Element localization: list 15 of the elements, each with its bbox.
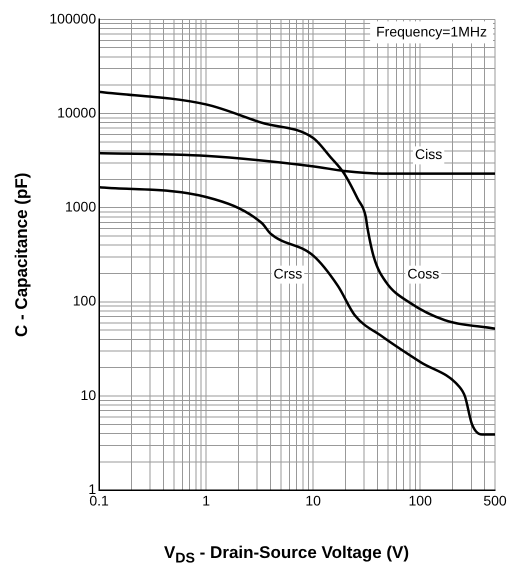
x-tick-label: 100 — [408, 492, 432, 508]
y-tick-label: 10000 — [57, 104, 96, 120]
annotation: Coss — [407, 265, 440, 282]
x-tick-label: 10 — [305, 492, 322, 508]
y-tick-label: 10 — [80, 386, 96, 403]
annotation: Ciss — [415, 146, 442, 162]
annotation: Crss — [273, 265, 302, 282]
y-axis-title: C - Capacitance (pF) — [12, 172, 31, 337]
annotation: Frequency=1MHz — [376, 23, 487, 40]
y-tick-label: 100000 — [49, 10, 96, 26]
x-tick-label: 1 — [202, 492, 210, 508]
y-tick-label: 100 — [72, 292, 96, 309]
x-tick-label: 500 — [483, 492, 507, 508]
y-tick-label: 1000 — [64, 198, 96, 215]
x-axis-title: V$_{DS}$ - Drain-Source Voltage (V) — [162, 543, 410, 566]
